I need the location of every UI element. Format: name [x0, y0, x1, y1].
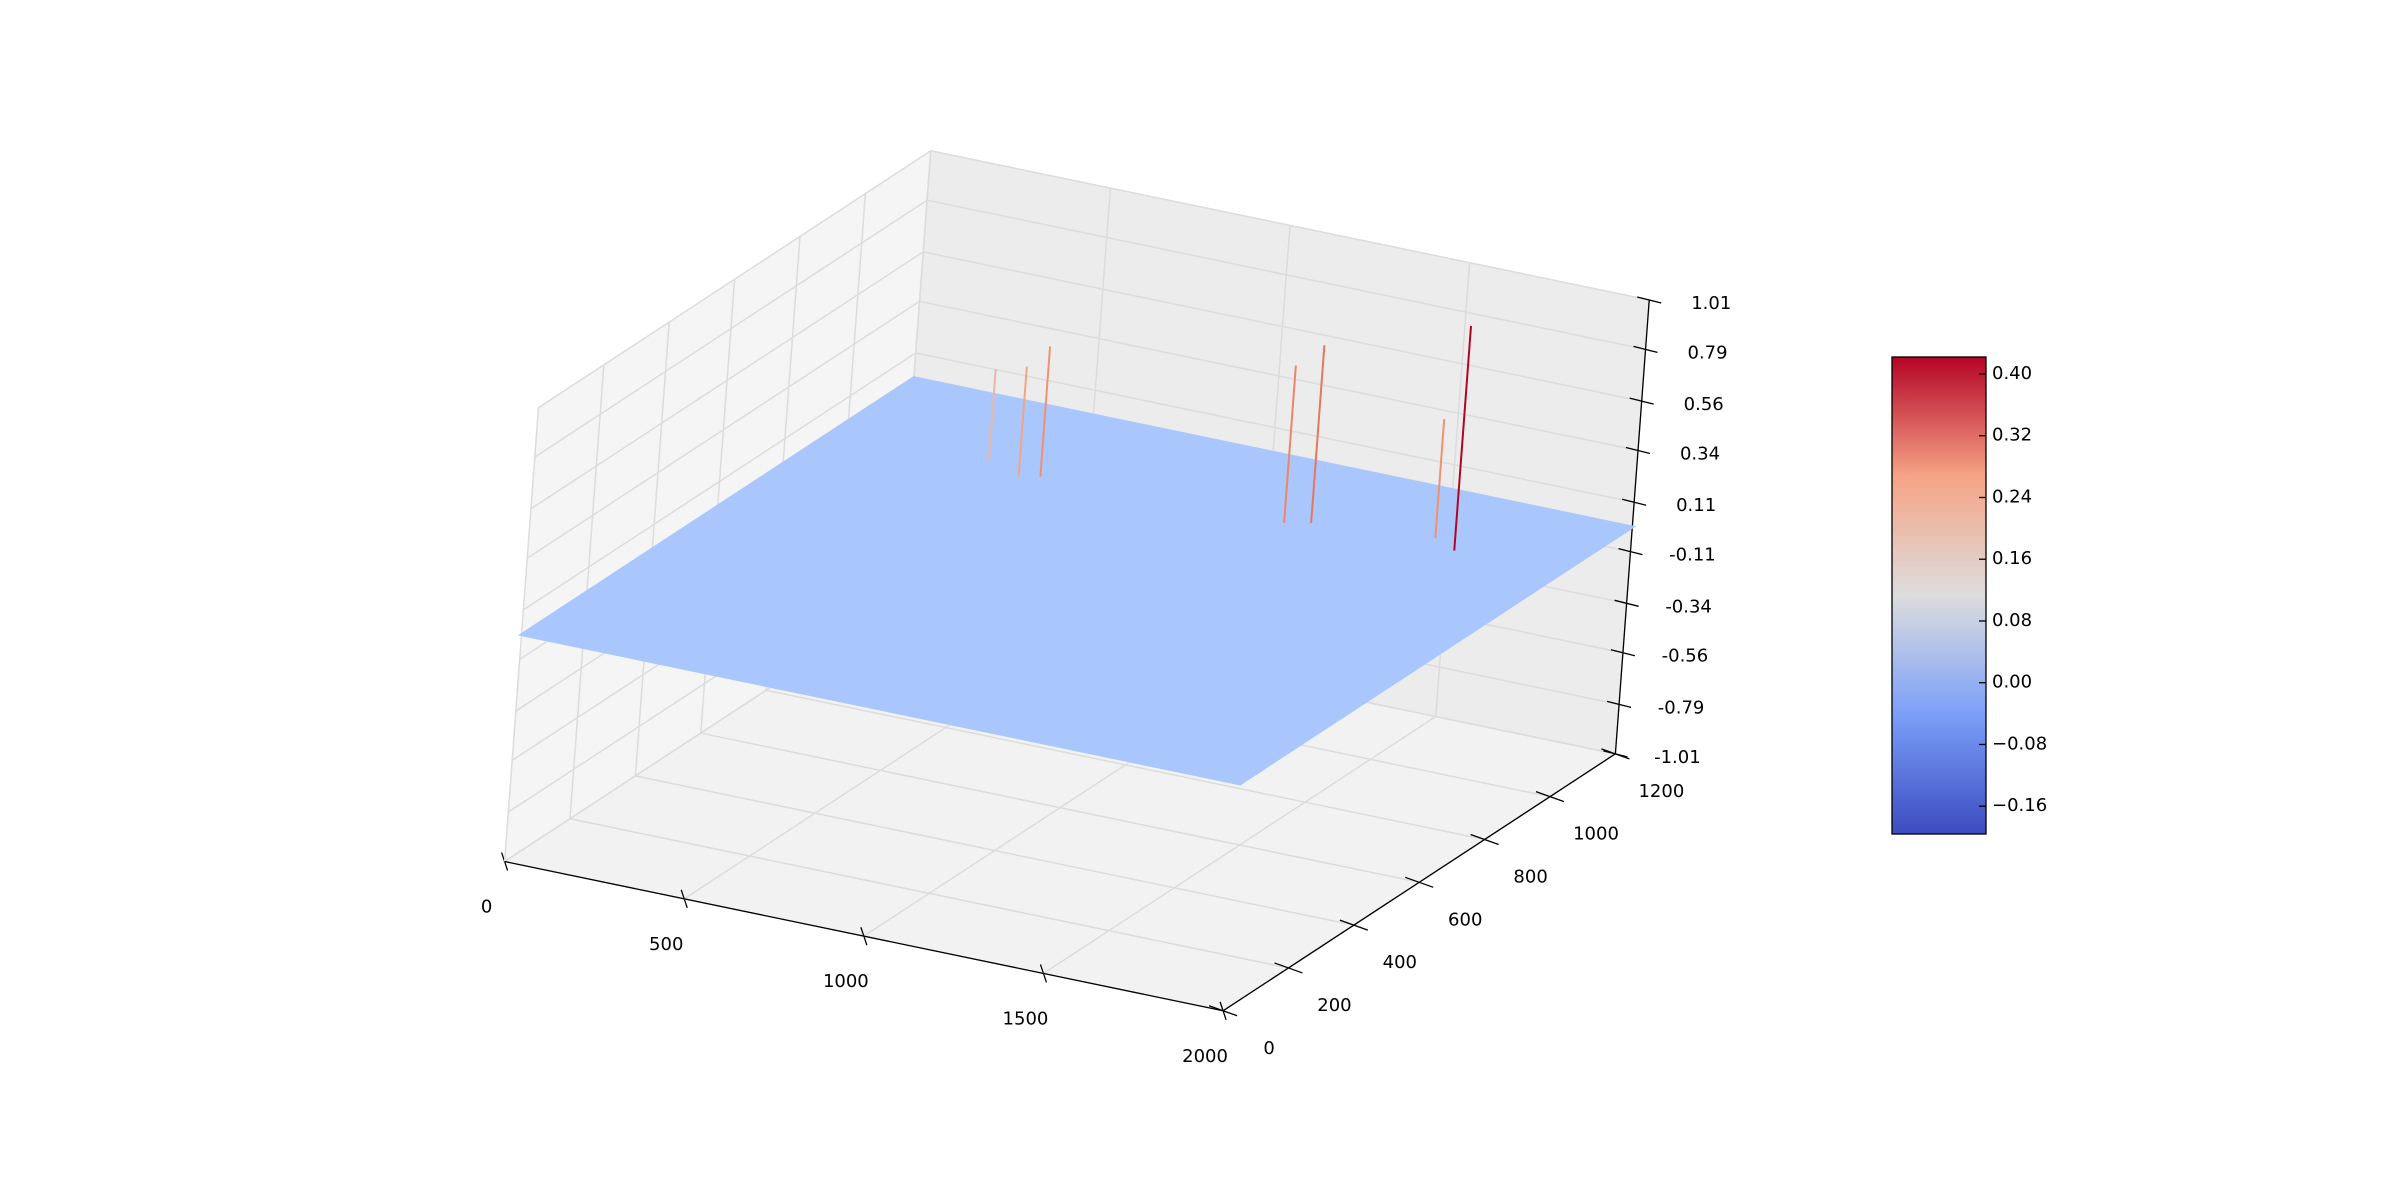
grid-line: [930, 150, 1650, 301]
y-tick-label: 800: [1513, 866, 1547, 887]
grid-line: [530, 251, 924, 510]
peak: [1017, 366, 1028, 477]
y-tick-label: 1200: [1638, 781, 1684, 802]
y-tick-label: 1000: [1573, 824, 1619, 845]
x-tick-label: 0: [481, 897, 492, 918]
peak: [987, 369, 997, 462]
z-tick-label: 0.34: [1680, 444, 1720, 465]
x-tick-label: 500: [649, 934, 683, 955]
z-tick-label: 0.56: [1684, 394, 1724, 415]
z-tick-label: -0.11: [1669, 545, 1716, 566]
z-tick-label: 1.01: [1691, 293, 1731, 314]
grid-line: [538, 150, 932, 409]
peak: [1434, 419, 1446, 539]
grid-line: [923, 251, 1642, 402]
x-axis: [504, 860, 1224, 1012]
z-tick-label: -0.56: [1662, 646, 1709, 667]
colorbar-tick-label: −0.08: [1992, 733, 2047, 754]
colorbar: [1891, 356, 1987, 835]
y-tick-label: 600: [1448, 909, 1482, 930]
x-tick-label: 1500: [1003, 1008, 1049, 1029]
z-tick-label: -0.79: [1658, 697, 1705, 718]
grid-line: [700, 732, 1420, 884]
z-tick-label: 0.79: [1688, 342, 1728, 363]
grid-line: [635, 775, 1354, 926]
y-tick-label: 0: [1263, 1038, 1274, 1059]
grid-line: [766, 689, 1485, 841]
colorbar-tick-label: 0.00: [1992, 672, 2032, 693]
peak: [1283, 365, 1297, 523]
z-tick-label: -1.01: [1654, 747, 1701, 768]
z-tick-label: 0.11: [1676, 495, 1716, 516]
colorbar-tick-label: 0.16: [1992, 548, 2032, 569]
grid-line: [534, 199, 928, 458]
colorbar-tick-label: 0.08: [1992, 610, 2032, 631]
y-tick-label: 400: [1383, 952, 1417, 973]
colorbar-tick-label: 0.40: [1992, 363, 2032, 384]
x-tick-label: 2000: [1182, 1046, 1228, 1067]
grid-line: [569, 817, 1289, 969]
y-axis: [1222, 753, 1616, 1012]
peak: [1453, 325, 1473, 551]
grid-line: [522, 352, 917, 611]
y-tick-label: 200: [1317, 995, 1351, 1016]
grid-line: [919, 300, 1639, 452]
peak: [1039, 346, 1052, 477]
peak: [1310, 345, 1326, 523]
grid-line: [926, 199, 1646, 351]
z-tick-label: -0.34: [1665, 596, 1712, 617]
grid-line: [526, 300, 920, 559]
surface: [517, 376, 1637, 786]
x-tick-label: 1000: [823, 971, 869, 992]
grid-line: [915, 352, 1635, 503]
colorbar-tick-label: −0.16: [1992, 795, 2047, 816]
colorbar-tick-label: 0.24: [1992, 486, 2032, 507]
colorbar-tick-label: 0.32: [1992, 425, 2032, 446]
